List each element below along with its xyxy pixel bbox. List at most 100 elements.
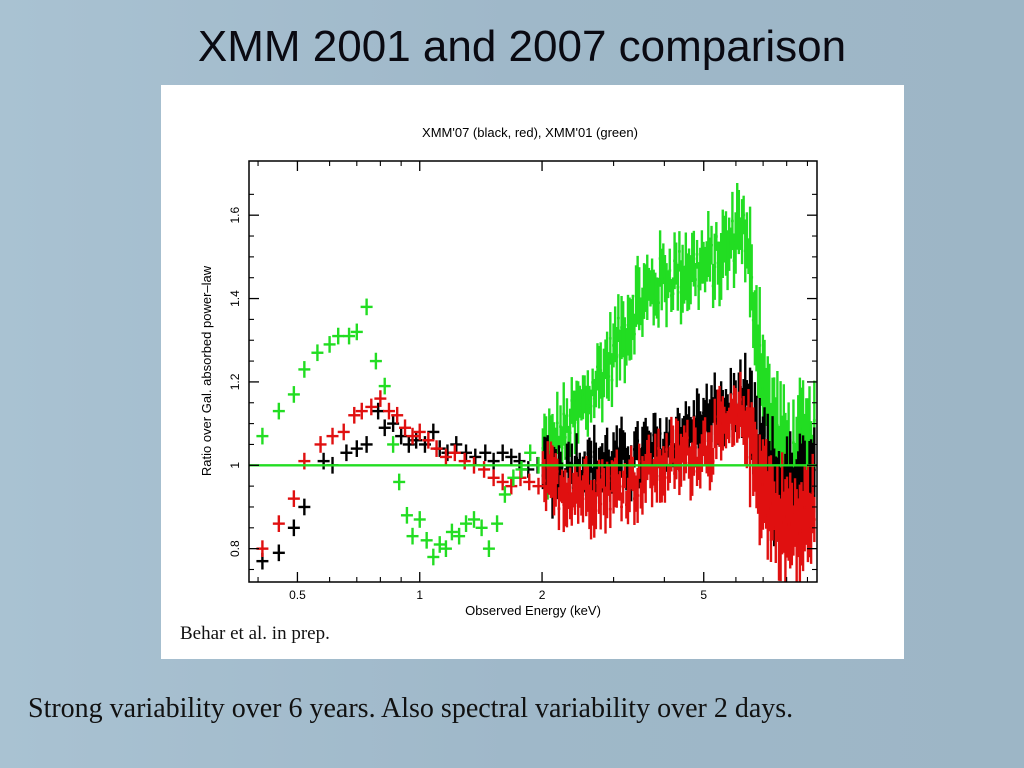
data-point	[439, 448, 452, 466]
data-point	[491, 515, 504, 532]
data-point	[287, 386, 300, 403]
data-point	[360, 298, 373, 316]
spectrum-bin	[665, 433, 668, 466]
data-point	[467, 511, 480, 528]
data-point	[469, 448, 482, 466]
spectrum-bin	[811, 453, 815, 534]
spectrum-bin	[557, 487, 561, 531]
spectrum-bin	[600, 372, 604, 423]
data-point	[323, 336, 336, 353]
data-point	[427, 548, 440, 566]
spectrum-bin	[555, 391, 559, 455]
data-point	[420, 531, 433, 549]
spectrum-bin	[565, 398, 569, 433]
spectrum-bin	[599, 478, 603, 530]
data-point	[496, 473, 509, 491]
spectrum-bin	[713, 398, 717, 449]
spectrum-bin	[568, 408, 572, 457]
data-point	[369, 352, 382, 370]
spectrum-bin	[758, 286, 762, 404]
data-point	[343, 327, 356, 345]
slide-caption: Strong variability over 6 years. Also sp…	[28, 693, 794, 724]
spectrum-bin	[633, 313, 636, 355]
data-point	[337, 423, 350, 441]
data-point	[399, 419, 412, 437]
data-point	[453, 527, 466, 545]
spectrum-bin	[750, 244, 754, 311]
spectrum-bin	[589, 440, 593, 473]
data-point	[487, 469, 500, 487]
spectrum-bin	[610, 353, 614, 408]
y-tick-label: 1.6	[228, 207, 242, 224]
data-point	[413, 511, 426, 528]
spectrum-bin	[657, 428, 660, 469]
data-point	[360, 436, 373, 453]
x-tick-label: 5	[700, 588, 707, 602]
data-point	[314, 436, 327, 453]
spectrum-bin	[589, 389, 593, 423]
data-point	[287, 519, 300, 537]
spectrum-bin	[695, 239, 699, 269]
spectrum-bin	[562, 382, 566, 446]
x-axis-label: Observed Energy (keV)	[465, 603, 601, 618]
spectrum-bin	[637, 443, 641, 479]
spectrum-bin	[607, 352, 611, 402]
y-tick-label: 1	[228, 462, 242, 469]
spectrum-bin	[748, 407, 752, 508]
data-point	[479, 444, 492, 462]
data-point	[365, 398, 378, 416]
x-tick-label: 2	[539, 588, 546, 602]
data-point	[430, 440, 443, 457]
spectrum-bin	[676, 263, 680, 311]
data-point	[496, 444, 509, 462]
spectrum-bin	[686, 419, 689, 456]
spectrum-bin	[573, 390, 577, 455]
spectrum-bin	[671, 277, 675, 311]
data-point	[272, 544, 285, 562]
data-point	[445, 523, 458, 541]
spectrum-bin	[570, 492, 574, 526]
spectrum-bin	[544, 485, 548, 512]
data-point	[378, 419, 391, 437]
data-point	[298, 452, 311, 470]
spectrum-bin	[710, 225, 713, 265]
data-point	[513, 452, 526, 470]
data-point	[374, 390, 387, 407]
data-point	[332, 327, 345, 345]
data-point	[439, 540, 452, 557]
data-point	[350, 440, 363, 457]
spectrum-bin	[812, 496, 816, 543]
spectrum-bin	[636, 421, 640, 461]
spectrum-bin	[674, 242, 678, 285]
spectrum-bin	[713, 233, 717, 300]
data-point	[256, 427, 269, 445]
data-point	[382, 402, 395, 420]
figure-credit: Behar et al. in prep.	[180, 623, 330, 644]
y-tick-label: 1.4	[228, 290, 242, 307]
data-point	[348, 406, 361, 424]
data-point	[487, 452, 500, 470]
data-point	[406, 527, 419, 545]
data-point	[523, 473, 536, 491]
data-point	[505, 448, 518, 466]
spectrum-bin	[692, 230, 696, 287]
data-point	[406, 427, 419, 445]
chart-title: XMM'07 (black, red), XMM'01 (green)	[422, 125, 638, 140]
spectrum-bin	[560, 426, 564, 469]
y-tick-label: 1.2	[228, 373, 242, 390]
spectrum-bin	[581, 475, 585, 523]
spectrum-bin	[703, 417, 707, 465]
data-point	[524, 444, 537, 462]
spectrum-bin	[677, 231, 681, 272]
data-point	[413, 423, 426, 441]
data-point	[422, 431, 435, 449]
spectrum-bin	[714, 222, 718, 251]
axes: 0.5 1 2 5 0.8 1 1.2 1.4 1.6	[228, 161, 817, 602]
data-point	[372, 402, 385, 420]
spectrum-bin	[607, 465, 611, 496]
data-point	[317, 452, 330, 470]
data-point	[450, 436, 463, 453]
plot-frame	[248, 160, 818, 583]
data-point	[460, 515, 473, 532]
spectrum-bin	[657, 277, 660, 328]
